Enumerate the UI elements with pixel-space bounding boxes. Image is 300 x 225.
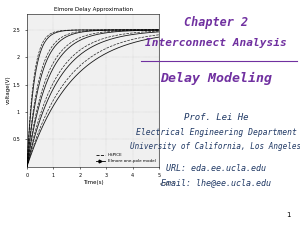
Legend: HSPICE, Elmore one-pole model: HSPICE, Elmore one-pole model [95,152,157,164]
Text: Prof. Lei He: Prof. Lei He [184,112,248,122]
Text: Delay Modeling: Delay Modeling [160,72,272,85]
Text: URL: eda.ee.ucla.edu: URL: eda.ee.ucla.edu [166,164,266,173]
Text: University of California, Los Angeles: University of California, Los Angeles [130,142,300,151]
X-axis label: Time(s): Time(s) [83,180,103,185]
Text: x 10⁻¹⁰: x 10⁻¹⁰ [160,182,175,186]
Text: Interconnect Analysis: Interconnect Analysis [145,38,287,48]
Text: 1: 1 [286,212,291,218]
Text: Electrical Engineering Department: Electrical Engineering Department [136,128,296,137]
Y-axis label: voltage(V): voltage(V) [6,76,11,104]
Text: Chapter 2: Chapter 2 [184,16,248,29]
Text: Email: lhe@ee.ucla.edu: Email: lhe@ee.ucla.edu [161,178,271,187]
Title: Elmore Delay Approximation: Elmore Delay Approximation [53,7,133,12]
